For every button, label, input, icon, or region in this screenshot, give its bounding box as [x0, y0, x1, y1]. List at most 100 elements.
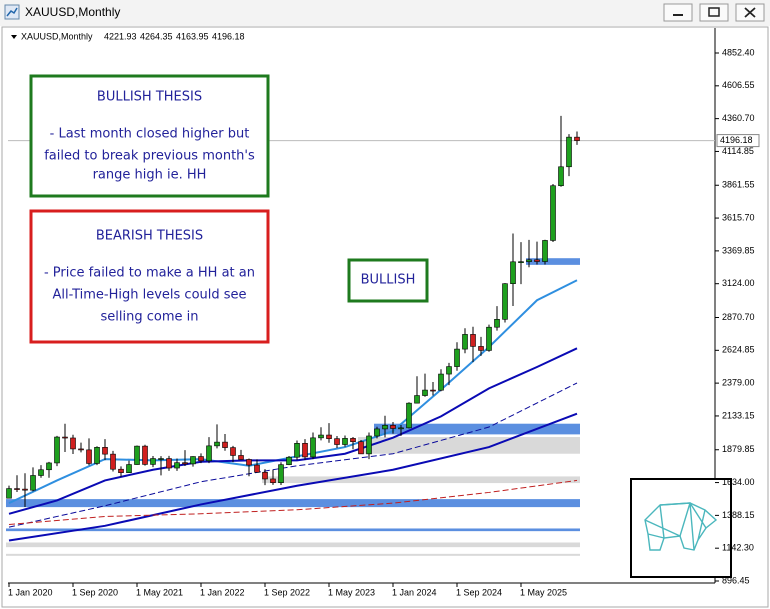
candle-body — [126, 464, 132, 473]
bias-box — [347, 258, 429, 303]
candle-body — [534, 259, 540, 262]
minimize-button[interactable] — [663, 3, 693, 22]
y-tick-label: 1879.85 — [722, 444, 755, 454]
candle-body — [30, 475, 36, 491]
price-zone — [6, 528, 580, 532]
candle-body — [326, 434, 332, 439]
candle-body — [158, 458, 164, 460]
thesis-line: All-Time-High levels could see — [52, 288, 246, 303]
header-high: 4264.35 — [140, 31, 173, 41]
moving-average — [8, 382, 578, 528]
y-tick-label: 1142.30 — [722, 543, 754, 553]
maximize-button[interactable] — [699, 3, 729, 22]
candle-body — [398, 427, 404, 430]
thesis-box — [29, 209, 270, 344]
y-tick-label: 4852.40 — [722, 47, 755, 57]
candle-body — [222, 441, 228, 448]
candle-body — [206, 445, 212, 462]
candle-body — [214, 441, 220, 447]
bias-label: BULLISH — [361, 273, 416, 288]
x-tick-label: 1 Jan 2020 — [8, 587, 53, 597]
candle-body — [542, 240, 548, 262]
candle-body — [382, 425, 388, 430]
header-close: 4196.18 — [212, 31, 245, 41]
candle-body — [430, 389, 436, 392]
price-zone — [6, 553, 580, 556]
thesis-line: failed to break previous month's — [44, 149, 255, 164]
plot-area — [6, 115, 715, 556]
y-tick-label: 1634.00 — [722, 477, 755, 487]
candle-body — [574, 136, 580, 141]
candle-body — [486, 326, 492, 351]
candle-body — [254, 464, 260, 473]
bear-logo — [644, 502, 718, 551]
thesis-title: BEARISH THESIS — [96, 229, 203, 244]
current-price-label: 4196.18 — [720, 135, 753, 145]
candle-body — [414, 395, 420, 404]
y-tick-label: 3369.85 — [722, 245, 755, 255]
candle-body — [70, 437, 76, 450]
candle-body — [54, 436, 60, 464]
candle-body — [470, 334, 476, 347]
candle-body — [566, 136, 572, 168]
close-glyph — [744, 7, 756, 18]
x-tick-label: 1 Jan 2022 — [200, 587, 245, 597]
header-open: 4221.93 — [104, 31, 137, 41]
logo-box — [630, 478, 732, 578]
candle-body — [294, 443, 300, 458]
y-tick-label: 4606.55 — [722, 80, 755, 90]
candle-body — [358, 441, 364, 455]
candle-body — [94, 447, 100, 464]
price-zone — [6, 542, 580, 548]
y-tick-label: 3615.70 — [722, 212, 755, 222]
y-tick-label: 2379.00 — [722, 378, 755, 388]
candle-body — [310, 437, 316, 458]
candle-body — [350, 438, 356, 443]
candle-body — [38, 469, 44, 476]
current-price-box — [716, 134, 760, 148]
maximize-glyph — [708, 7, 720, 17]
candle-body — [438, 373, 444, 391]
y-tick-label: 1388.15 — [722, 510, 755, 520]
y-tick-label: 2870.70 — [722, 312, 755, 322]
annotations: BULLISH THESIS - Last month closed higher… — [29, 74, 429, 344]
candle-body — [462, 334, 468, 350]
candle-body — [454, 348, 460, 367]
candle-body — [78, 448, 84, 451]
moving-average — [8, 347, 578, 515]
candle-body — [14, 488, 20, 490]
thesis-line: range high ie. HH — [93, 168, 207, 183]
candle-body — [406, 402, 412, 429]
candle-body — [110, 453, 116, 470]
candle-body — [518, 261, 524, 263]
candle-body — [62, 436, 68, 439]
candle-body — [102, 447, 108, 455]
candle-body — [550, 185, 556, 241]
candle-body — [390, 425, 396, 429]
thesis-line: selling come in — [101, 310, 199, 325]
header-arrow — [11, 35, 17, 39]
price-zone — [6, 499, 580, 508]
candle-body — [494, 319, 500, 328]
candle-body — [302, 443, 308, 458]
x-tick-label: 1 Sep 2020 — [72, 587, 118, 597]
candle-body — [230, 447, 236, 456]
title-bar — [0, 0, 770, 26]
candle-body — [190, 456, 196, 465]
candle-body — [286, 456, 292, 465]
candle-body — [246, 459, 252, 466]
candle-body — [166, 458, 172, 469]
header-low: 4163.95 — [176, 31, 209, 41]
candle-body — [118, 468, 124, 473]
candle-body — [142, 445, 148, 465]
candle-body — [510, 261, 516, 284]
price-zone — [526, 258, 580, 265]
candle-body — [150, 458, 156, 465]
x-tick-label: 1 Sep 2022 — [264, 587, 310, 597]
candle-body — [270, 478, 276, 483]
candle-body — [334, 438, 340, 445]
y-tick-label: 4360.70 — [722, 113, 755, 123]
candle-body — [278, 464, 284, 483]
